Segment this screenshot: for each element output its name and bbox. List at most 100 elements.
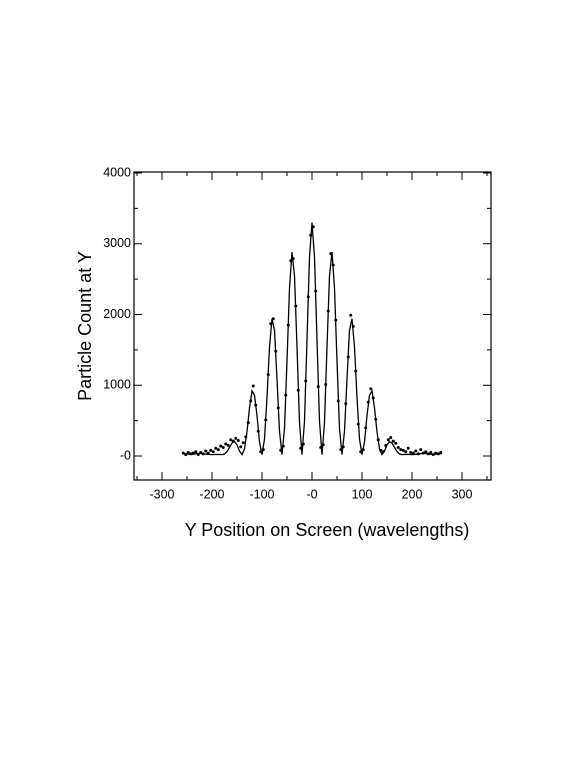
data-point — [409, 450, 413, 454]
data-point — [434, 451, 438, 455]
data-point — [239, 445, 243, 449]
data-point — [349, 313, 353, 317]
x-tick-label: 200 — [402, 487, 423, 501]
data-point — [366, 400, 370, 404]
data-point — [439, 450, 443, 454]
data-point — [201, 452, 205, 456]
data-point — [284, 393, 288, 397]
data-point — [416, 452, 420, 456]
data-point — [301, 442, 305, 446]
data-point — [289, 259, 293, 263]
y-tick-label: 3000 — [103, 236, 131, 250]
data-point — [421, 451, 425, 455]
data-point — [324, 383, 328, 387]
data-point — [256, 429, 260, 433]
data-point — [199, 450, 203, 454]
data-point — [326, 309, 330, 313]
data-point — [186, 450, 190, 454]
data-point — [311, 225, 315, 229]
data-point — [364, 426, 368, 430]
data-point — [244, 435, 248, 439]
data-point — [184, 453, 188, 457]
data-point — [334, 318, 338, 322]
data-point — [211, 450, 215, 454]
data-point — [286, 323, 290, 327]
data-point — [406, 446, 410, 450]
data-point — [351, 325, 355, 329]
data-point — [379, 448, 383, 452]
data-point — [234, 436, 238, 440]
data-point — [226, 443, 230, 447]
data-point — [249, 399, 253, 403]
y-tick-label: -0 — [120, 448, 131, 462]
y-axis-label: Particle Count at Y — [75, 251, 95, 401]
y-tick-label: 1000 — [103, 378, 131, 392]
data-point — [404, 450, 408, 454]
data-point — [191, 451, 195, 455]
data-point — [396, 446, 400, 450]
data-point — [224, 442, 228, 446]
data-point — [299, 446, 303, 450]
data-point — [389, 436, 393, 440]
data-point — [319, 446, 323, 450]
data-point — [356, 422, 360, 426]
data-point — [359, 450, 363, 454]
data-point — [306, 295, 310, 299]
data-point — [279, 448, 283, 452]
data-point — [344, 402, 348, 406]
data-point — [204, 449, 208, 453]
data-point — [276, 406, 280, 410]
x-tick-label: 100 — [352, 487, 373, 501]
data-point — [181, 451, 185, 455]
data-point — [259, 450, 263, 454]
data-point — [386, 438, 390, 442]
data-point — [209, 448, 213, 452]
data-point — [274, 349, 278, 353]
data-point — [331, 263, 335, 267]
data-point — [236, 438, 240, 442]
data-point — [384, 443, 388, 447]
data-point — [346, 355, 350, 359]
data-point — [241, 441, 245, 445]
data-point — [271, 317, 275, 321]
data-point — [206, 451, 210, 455]
x-tick-label: -0 — [306, 487, 317, 501]
data-point — [376, 438, 380, 442]
data-point — [196, 453, 200, 457]
data-point — [194, 450, 198, 454]
data-point — [229, 438, 233, 442]
data-point — [401, 448, 405, 452]
data-point — [304, 379, 308, 383]
data-point — [291, 257, 295, 261]
data-point — [314, 289, 318, 293]
data-point — [266, 373, 270, 377]
data-point — [436, 452, 440, 456]
data-point — [429, 450, 433, 454]
data-point — [221, 446, 225, 450]
data-point — [214, 446, 218, 450]
data-point — [281, 444, 285, 448]
data-point — [251, 384, 255, 388]
data-point — [296, 388, 300, 392]
x-tick-label: -300 — [149, 487, 174, 501]
data-point — [231, 439, 235, 443]
y-tick-label: 4000 — [103, 165, 131, 179]
data-point — [321, 443, 325, 447]
data-point — [431, 453, 435, 457]
data-point — [426, 452, 430, 456]
data-point — [419, 448, 423, 452]
x-tick-label: 300 — [452, 487, 473, 501]
data-point — [374, 417, 378, 421]
x-axis-label: Y Position on Screen (wavelengths) — [185, 520, 470, 540]
data-point — [189, 452, 193, 456]
plot-frame — [133, 171, 492, 481]
data-point — [341, 445, 345, 449]
data-point — [411, 451, 415, 455]
data-point — [371, 396, 375, 400]
data-point — [424, 450, 428, 454]
data-point — [246, 421, 250, 425]
data-point — [339, 448, 343, 452]
data-point — [336, 399, 340, 403]
